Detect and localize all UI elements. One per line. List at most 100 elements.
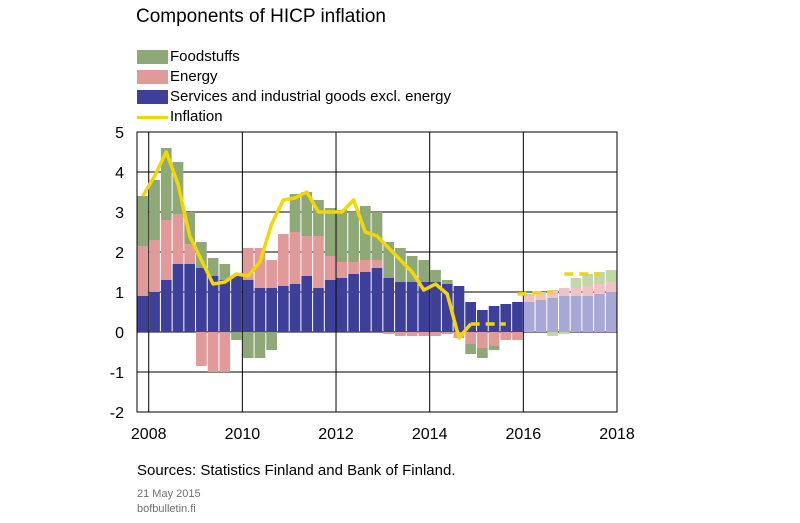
bar-services — [313, 288, 324, 332]
bar-foodstuffs — [254, 332, 266, 358]
chart-title: Components of HICP inflation — [136, 6, 386, 27]
y-tick-label: -2 — [110, 405, 124, 422]
bar-energy — [582, 286, 594, 296]
legend-label-foodstuffs: Foodstuffs — [170, 48, 240, 65]
y-tick-label: 5 — [115, 125, 124, 142]
bar-foodstuffs — [418, 260, 430, 282]
legend-swatch-foodstuffs — [137, 50, 168, 64]
bar-energy — [547, 290, 558, 298]
source-note: Sources: Statistics Finland and Bank of … — [137, 462, 456, 479]
bar-services — [359, 272, 371, 332]
bar-energy — [184, 244, 196, 264]
bar-energy — [207, 332, 219, 372]
bar-foodstuffs — [406, 256, 418, 282]
bar-energy — [383, 332, 395, 334]
bar-services — [196, 268, 207, 332]
bar-services — [418, 282, 430, 332]
bar-energy — [441, 332, 453, 334]
bar-energy — [160, 220, 172, 280]
bar-services — [465, 302, 477, 332]
bar-services — [488, 306, 500, 332]
bar-energy — [558, 288, 570, 296]
bar-services — [430, 282, 441, 332]
bar-services — [605, 292, 617, 332]
bar-energy — [488, 332, 500, 346]
bar-energy — [477, 332, 488, 348]
bar-energy — [242, 248, 254, 280]
bar-energy — [570, 288, 582, 296]
bar-services — [301, 276, 313, 332]
legend-swatch-energy — [137, 70, 168, 84]
legend-label-inflation: Inflation — [170, 108, 223, 125]
x-tick-label: 2018 — [599, 426, 635, 443]
bar-foodstuffs — [137, 196, 149, 246]
bar-services — [582, 296, 594, 332]
y-tick-label: 1 — [115, 285, 124, 302]
bar-services — [348, 274, 359, 332]
bar-energy — [430, 332, 441, 336]
bar-energy — [336, 262, 348, 278]
bar-energy — [324, 256, 336, 280]
bar-foodstuffs — [465, 344, 477, 354]
bar-foodstuffs — [441, 280, 453, 284]
bar-services — [149, 292, 160, 332]
bar-services — [277, 286, 289, 332]
y-tick-label: 4 — [115, 165, 124, 182]
bar-energy — [301, 236, 313, 276]
bar-services — [570, 296, 582, 332]
legend: Foodstuffs Energy Services and industria… — [137, 47, 451, 127]
bar-services — [441, 284, 453, 332]
x-tick-label: 2014 — [412, 426, 448, 443]
bar-services — [184, 264, 196, 332]
bar-services — [324, 280, 336, 332]
legend-label-services: Services and industrial goods excl. ener… — [170, 88, 451, 105]
bar-energy — [313, 236, 324, 288]
bar-energy — [465, 332, 477, 344]
bar-foodstuffs — [570, 278, 582, 288]
bar-services — [477, 310, 488, 332]
bar-services — [594, 294, 605, 332]
bar-foodstuffs — [430, 270, 441, 282]
bar-energy — [535, 294, 547, 300]
x-tick-label: 2012 — [318, 426, 354, 443]
bar-foodstuffs — [582, 274, 594, 286]
bar-energy — [594, 284, 605, 294]
bar-services — [512, 302, 523, 332]
y-tick-label: 2 — [115, 245, 124, 262]
bar-foodstuffs — [395, 248, 406, 282]
legend-label-energy: Energy — [170, 68, 218, 85]
bar-services — [535, 300, 547, 332]
bar-services — [547, 298, 558, 332]
bar-foodstuffs — [383, 242, 395, 278]
legend-item-inflation: Inflation — [137, 107, 451, 127]
inflation-line — [141, 150, 473, 340]
y-tick-label: -1 — [110, 365, 124, 382]
legend-swatch-inflation — [137, 115, 168, 119]
bar-energy — [500, 332, 512, 340]
bar-energy — [371, 260, 383, 268]
bar-services — [371, 268, 383, 332]
legend-swatch-services — [137, 90, 168, 104]
legend-item-foodstuffs: Foodstuffs — [137, 47, 451, 67]
x-tick-label: 2016 — [506, 426, 542, 443]
bar-energy — [418, 332, 430, 336]
bar-services — [558, 296, 570, 332]
bar-services — [242, 280, 254, 332]
bar-foodstuffs — [160, 148, 172, 220]
bar-services — [289, 284, 301, 332]
bar-services — [395, 282, 406, 332]
site-name: bofbulletin.fi — [137, 503, 196, 515]
bar-services — [500, 304, 512, 332]
bar-services — [523, 302, 535, 332]
bar-services — [137, 296, 149, 332]
y-tick-label: 0 — [115, 325, 124, 342]
bar-foodstuffs — [301, 192, 313, 236]
bar-energy — [348, 262, 359, 274]
bar-foodstuffs — [196, 242, 207, 268]
bar-foodstuffs — [207, 258, 219, 276]
bar-services — [254, 288, 266, 332]
bar-services — [160, 280, 172, 332]
bar-energy — [512, 332, 523, 340]
publication-date: 21 May 2015 — [137, 488, 201, 500]
bar-energy — [137, 246, 149, 296]
